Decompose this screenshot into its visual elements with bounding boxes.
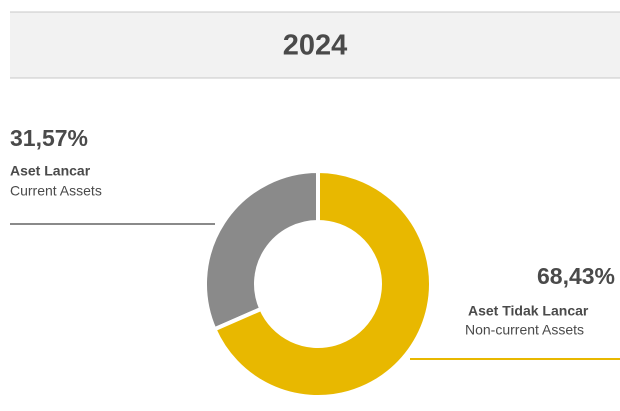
donut-segment <box>203 168 320 332</box>
category-label: Aset Tidak Lancar <box>468 303 589 319</box>
value-label: 31,57% <box>10 125 88 151</box>
category-label-en: Current Assets <box>10 183 102 199</box>
chart-title: 2024 <box>283 30 348 62</box>
donut-segment <box>211 168 433 399</box>
category-label-en: Non-current Assets <box>465 322 584 338</box>
value-label: 68,43% <box>537 263 615 289</box>
header-band <box>10 12 620 78</box>
category-label: Aset Lancar <box>10 163 91 179</box>
